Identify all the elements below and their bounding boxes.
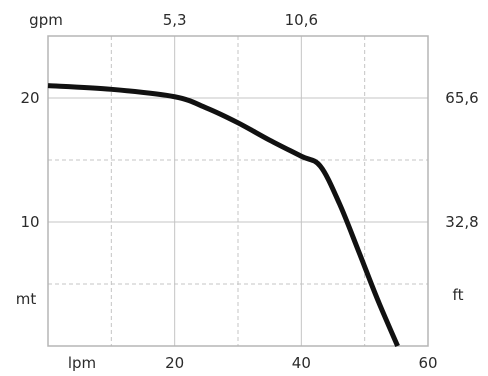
x-top-tick-label: 5,3 (163, 11, 187, 29)
x-tick-label: 60 (418, 354, 437, 372)
x-axis-unit-label: lpm (68, 354, 96, 372)
y-right-axis-unit-label: ft (453, 286, 464, 304)
series-layer (47, 83, 400, 347)
y-tick-label: 20 (20, 89, 39, 107)
x-top-tick-label: 10,6 (285, 11, 318, 29)
plot-border (47, 35, 429, 347)
y-right-tick-label: 65,6 (445, 89, 478, 107)
y-axis-unit-label: mt (16, 290, 37, 308)
grid (48, 36, 428, 346)
x-tick-label: 20 (165, 354, 184, 372)
x-tick-label: 40 (292, 354, 311, 372)
y-right-tick-label: 32,8 (445, 213, 478, 231)
axis-labels: lpm 20 40 60 gpm 5,3 10,6 10 20 mt 65,6 32,8 ft (16, 11, 479, 372)
pump-curve-line (47, 83, 400, 347)
x-top-axis-unit-label: gpm (29, 11, 63, 29)
plot-frame (47, 35, 429, 347)
y-tick-label: 10 (20, 213, 39, 231)
